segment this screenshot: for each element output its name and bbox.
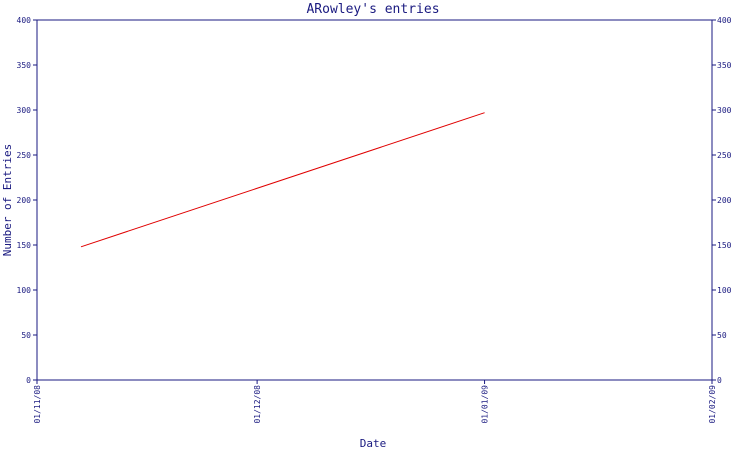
y-tick-label-left: 200 [17, 196, 32, 205]
y-tick-label-left: 100 [17, 286, 32, 295]
x-tick-label: 01/02/09 [708, 385, 717, 424]
y-tick-label-left: 300 [17, 106, 32, 115]
x-axis-label: Date [360, 437, 387, 450]
x-tick-label: 01/01/09 [481, 385, 490, 424]
y-tick-label-right: 400 [717, 16, 732, 25]
chart-title: ARowley's entries [306, 2, 439, 17]
y-axis-label: Number of Entries [1, 144, 14, 257]
y-tick-label-left: 350 [17, 61, 32, 70]
x-axis: 01/11/08 01/12/08 01/01/09 01/02/09 [33, 380, 717, 424]
y-tick-label-left: 0 [26, 376, 31, 385]
series-line-0 [80, 112, 485, 248]
y-tick-label-right: 350 [717, 61, 732, 70]
plot-frame [36, 19, 713, 381]
y-tick-label-left: 250 [17, 151, 32, 160]
y-tick-label-right: 300 [717, 106, 732, 115]
y-tick-label-right: 150 [717, 241, 732, 250]
y-tick-label-right: 200 [717, 196, 732, 205]
right-y-axis: 0 50 100 150 200 250 300 350 400 [712, 16, 732, 385]
y-tick-label-left: 400 [17, 16, 32, 25]
series-group [80, 112, 485, 248]
y-tick-label-right: 50 [717, 331, 727, 340]
y-tick-label-right: 250 [717, 151, 732, 160]
left-y-axis: 0 50 100 150 200 250 300 350 400 [17, 16, 37, 385]
y-tick-label-right: 0 [717, 376, 722, 385]
x-tick-label: 01/11/08 [33, 385, 42, 424]
y-tick-label-left: 150 [17, 241, 32, 250]
y-tick-label-right: 100 [717, 286, 732, 295]
y-tick-label-left: 50 [21, 331, 31, 340]
x-tick-label: 01/12/08 [253, 385, 262, 424]
